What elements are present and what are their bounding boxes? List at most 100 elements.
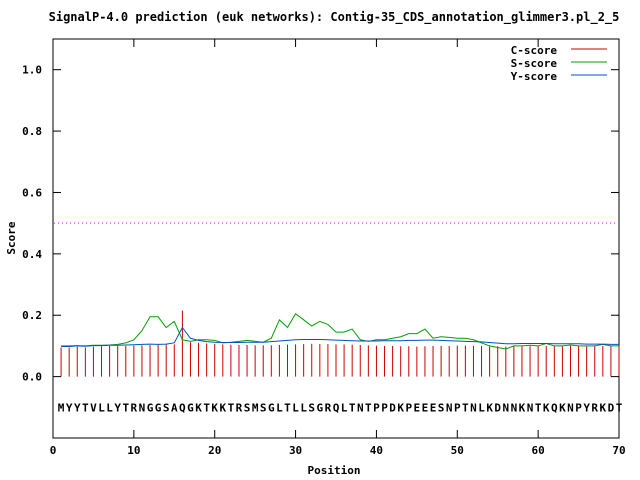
y-tick-label: 1.0 [22,64,42,77]
sequence-letter: P [373,401,380,414]
chart-title: SignalP-4.0 prediction (euk networks): C… [49,10,620,25]
sequence-letter: T [535,401,542,414]
sequence-letter: Y [583,401,590,414]
sequence-letter: E [422,401,429,414]
y-tick-label: 0.6 [22,186,42,199]
sequence-letter: Q [179,401,186,414]
sequence-letter: T [284,401,291,414]
sequence-letter: N [567,401,574,414]
series-lines-layer [61,312,619,350]
sequence-letter: K [486,401,493,414]
sequence-letter: G [147,401,154,414]
y-score-line [61,326,619,348]
sequence-letter: L [276,401,283,414]
sequence-letter: N [502,401,509,414]
sequence-letter: K [397,401,404,414]
sequence-letter: S [260,401,267,414]
sequence-letter: S [244,401,251,414]
x-axis-label: Position [308,464,361,477]
sequence-letter: Q [551,401,558,414]
sequence-letter: T [349,401,356,414]
sequence-letter: S [308,401,315,414]
sequence-letter: L [98,401,105,414]
sequence-letter: V [90,401,97,414]
sequence-letter: Q [333,401,340,414]
sequence-letter: L [478,401,485,414]
x-tick-label: 0 [50,444,57,457]
y-tick-label: 0.8 [22,125,42,138]
sequence-letter: N [470,401,477,414]
sequence-letter: Y [66,401,73,414]
sequence-letter: L [106,401,113,414]
y-ticks: 0.0 0.2 0.4 0.6 0.8 1.0 [22,64,619,384]
y-tick-label: 0.0 [22,371,42,384]
y-tick-label: 0.4 [22,248,42,261]
sequence-letter: E [414,401,421,414]
sequence-letter: G [187,401,194,414]
x-ticks: 0 10 20 30 40 50 60 70 [50,39,626,457]
sequence-letter: T [82,401,89,414]
sequence-letter: M [58,401,65,414]
x-tick-label: 20 [208,444,221,457]
sequence-letter: T [228,401,235,414]
sequence-letter: G [317,401,324,414]
x-tick-label: 70 [612,444,625,457]
sequence-letter: D [608,401,615,414]
sequence-letter: K [219,401,226,414]
sequence-letter: T [365,401,372,414]
x-tick-label: 50 [451,444,464,457]
sequence-letter: Y [114,401,121,414]
sequence-letter: T [616,401,623,414]
y-tick-label: 0.2 [22,309,42,322]
s-score-line [61,312,619,350]
sequence-letter: S [438,401,445,414]
sequence-letter: N [139,401,146,414]
c-score-layer [60,310,620,377]
sequence-letter: S [163,401,170,414]
sequence-letter: E [430,401,437,414]
sequence-letter: G [268,401,275,414]
sequence-letter: P [454,401,461,414]
sequence-letter: L [341,401,348,414]
sequence-letter: T [462,401,469,414]
sequence-letter: K [519,401,526,414]
sequence-letter: K [195,401,202,414]
sequence-letter: M [252,401,259,414]
sequence-letter: R [236,401,243,414]
y-axis-label: Score [5,221,18,254]
sequence-letter: K [559,401,566,414]
x-tick-label: 40 [370,444,383,457]
sequence-letter: G [155,401,162,414]
sequence-letter: R [325,401,332,414]
sequence-letter: L [292,401,299,414]
sequence-letter: P [575,401,582,414]
sequence-letter: R [591,401,598,414]
sequence-letter: K [211,401,218,414]
sequence-letter: K [600,401,607,414]
sequence-letter: R [131,401,138,414]
legend-label-s-score: S-score [511,57,558,70]
sequence-letter: K [543,401,550,414]
x-tick-label: 60 [532,444,545,457]
sequence-letter: T [203,401,210,414]
sequence-letter: N [511,401,518,414]
plot-frame [52,38,620,439]
sequence-letter: P [381,401,388,414]
sequence-letter: D [494,401,501,414]
legend-label-y-score: Y-score [511,70,558,83]
legend-label-c-score: C-score [511,44,558,57]
sequence-letter: L [300,401,307,414]
legend: C-score S-score Y-score [511,44,607,83]
sequence-letter: N [357,401,364,414]
sequence-letter: P [405,401,412,414]
sequence-letter: N [446,401,453,414]
x-tick-label: 10 [127,444,140,457]
sequence-letter: T [122,401,129,414]
sequence-letter: D [389,401,396,414]
sequence-letter: N [527,401,534,414]
x-tick-label: 30 [289,444,302,457]
sequence-letter: A [171,401,178,414]
sequence-letter: Y [74,401,81,414]
